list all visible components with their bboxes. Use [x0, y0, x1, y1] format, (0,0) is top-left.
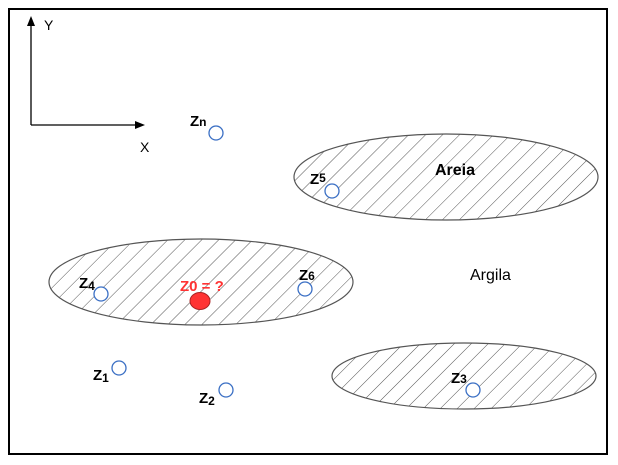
region-areia: [293, 133, 599, 221]
x-axis-arrowhead: [135, 121, 145, 129]
point-z3-label: Z3: [451, 370, 467, 387]
point-zn-marker: [208, 125, 224, 141]
point-z4-marker: [93, 286, 109, 302]
point-z1-label: Z1: [93, 367, 109, 385]
region-areia-label: Areia: [435, 162, 475, 179]
point-z5-marker: [324, 183, 340, 199]
y-axis-arrowhead: [27, 16, 35, 26]
point-zn-label: Zn: [190, 113, 207, 130]
unknown-point-marker: [189, 292, 211, 310]
point-z2-marker: [218, 382, 234, 398]
unknown-point-label: Z0 = ?: [180, 278, 224, 295]
point-z6-label: Z6: [299, 267, 315, 284]
point-z2-label: Z2: [199, 390, 215, 408]
diagram-frame: [8, 8, 608, 455]
point-z3-marker: [465, 382, 481, 398]
point-z5-label: Z5: [310, 171, 326, 188]
background-label: Argila: [470, 267, 511, 284]
point-z4-label: Z4: [79, 275, 95, 293]
point-z1-marker: [111, 360, 127, 376]
y-axis-label: Y: [44, 17, 54, 33]
region-bottom-right: [331, 342, 597, 410]
region-left: [48, 238, 354, 326]
x-axis-label: X: [140, 139, 150, 155]
axes: Y X: [27, 16, 150, 155]
sample-points: Zn Z5 Z4 Z6 Z1 Z2 Z3: [79, 113, 481, 408]
point-z6-marker: [297, 281, 313, 297]
